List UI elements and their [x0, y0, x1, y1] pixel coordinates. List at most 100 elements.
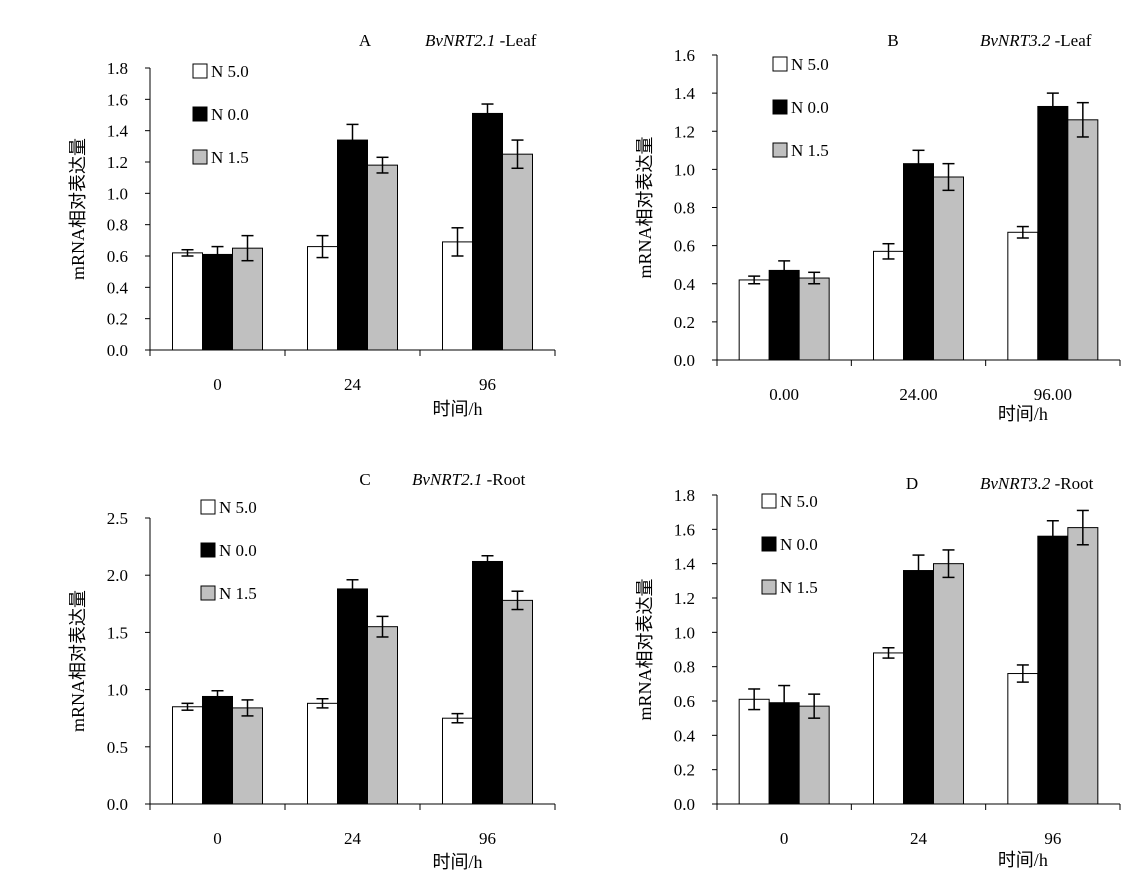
error-bar: [778, 684, 791, 721]
bar-n-1-5-0: [232, 247, 263, 351]
error-bar: [1016, 225, 1029, 239]
bar-n-5-0-0: [738, 698, 770, 805]
y-tick-label: 2.5: [107, 509, 128, 528]
y-tick-label: 0.6: [674, 692, 695, 711]
bar-n-5-0-0-00: [738, 279, 770, 361]
y-tick-label: 1.5: [107, 623, 128, 642]
bar-n-1-5-24-00: [933, 176, 964, 361]
x-axis-title: 时间/h: [432, 399, 482, 419]
x-tick-label: 0: [780, 829, 789, 848]
tissue-label: -Leaf: [1050, 31, 1091, 50]
legend-swatch: [772, 99, 788, 115]
y-tick-label: 0.4: [674, 275, 696, 294]
chart-panel-c: 0.0 0.5 1.0 1.5 2.0 2.5 0 24 96 N 5.0 N 0.0 N 1.5 C B…: [68, 470, 556, 872]
tissue-label: -Root: [482, 470, 525, 489]
y-tick-label: 1.0: [674, 160, 695, 179]
tissue-label: -Leaf: [495, 31, 536, 50]
y-tick-label: 1.8: [107, 59, 128, 78]
bar-n-0-0-96: [472, 112, 503, 351]
bar-n-1-5-96: [502, 599, 533, 805]
y-tick-label: 0.8: [674, 199, 695, 218]
y-tick-label: 1.6: [674, 46, 695, 65]
y-tick-label: 1.0: [107, 681, 128, 700]
y-tick-label: 0.6: [107, 247, 128, 266]
panel-letter: A: [359, 31, 372, 50]
y-tick-label: 1.2: [674, 122, 695, 141]
y-tick-label: 1.6: [674, 520, 695, 539]
legend-swatch: [200, 499, 216, 515]
bar-n-5-0-0: [172, 706, 203, 805]
panel-title: BvNRT3.2 -Leaf: [980, 31, 1092, 50]
y-tick-label: 0.0: [674, 351, 695, 370]
x-axis-title: 时间/h: [432, 852, 482, 872]
legend-label: N 0.0: [791, 98, 829, 117]
legend-swatch: [192, 106, 208, 122]
bar-n-0-0-96-00: [1037, 105, 1069, 361]
y-tick-label: 0.2: [674, 313, 695, 332]
error-bar: [181, 702, 194, 711]
bar-n-1-5-24: [933, 563, 964, 805]
error-bar: [808, 271, 821, 285]
y-tick-label: 0.2: [107, 310, 128, 329]
x-tick-label: 24.00: [899, 385, 937, 404]
bar-n-0-0-96: [472, 560, 503, 805]
y-axis-title: mRNA相对表达量: [68, 138, 88, 280]
error-bar: [912, 554, 925, 587]
x-tick-label: 0: [213, 375, 222, 394]
y-tick-label: 0.2: [674, 761, 695, 780]
chart-panel-d: 0.0 0.2 0.4 0.6 0.8 1.0 1.2 1.4 1.6 1.8 0 24 96 N 5.0…: [635, 474, 1121, 870]
y-tick-label: 0.4: [107, 278, 129, 297]
error-bar: [1076, 509, 1089, 546]
error-bar: [748, 688, 761, 711]
error-bar: [748, 275, 761, 285]
legend-swatch: [772, 142, 788, 158]
bar-n-5-0-24: [307, 702, 338, 805]
bar-n-0-0-24: [903, 570, 934, 805]
bar-n-0-0-24: [337, 588, 368, 805]
x-tick-label: 24: [344, 829, 362, 848]
panel-title: BvNRT2.1 -Root: [412, 470, 526, 489]
y-tick-label: 1.4: [674, 84, 696, 103]
bar-n-5-0-0: [172, 252, 203, 351]
error-bar: [316, 698, 329, 709]
bar-n-1-5-0: [798, 705, 830, 805]
panel-letter: C: [359, 470, 370, 489]
legend-label: N 5.0: [211, 62, 249, 81]
x-tick-label: 24: [910, 829, 928, 848]
y-axis-title: mRNA相对表达量: [635, 578, 655, 720]
error-bar: [511, 590, 524, 611]
y-tick-label: 0.0: [107, 795, 128, 814]
bar-n-0-0-0: [202, 253, 233, 351]
legend-label: N 1.5: [211, 148, 249, 167]
panel-title: BvNRT2.1 -Leaf: [425, 31, 537, 50]
y-tick-label: 0.5: [107, 738, 128, 757]
error-bar: [942, 162, 955, 192]
legend-label: N 1.5: [780, 578, 818, 597]
gene-name: BvNRT3.2: [980, 474, 1051, 493]
error-bar: [211, 689, 224, 703]
y-tick-label: 1.4: [107, 122, 129, 141]
legend-swatch: [772, 56, 788, 72]
y-tick-label: 1.2: [674, 589, 695, 608]
legend-swatch: [761, 493, 777, 509]
error-bar: [241, 699, 254, 717]
legend-swatch: [200, 542, 216, 558]
bar-n-0-0-24-00: [903, 163, 934, 361]
legend-label: N 5.0: [780, 492, 818, 511]
error-bar: [316, 234, 329, 259]
y-tick-label: 2.0: [107, 566, 128, 585]
gene-name: BvNRT2.1: [412, 470, 482, 489]
y-axis-title: mRNA相对表达量: [635, 136, 655, 278]
gene-name: BvNRT2.1: [425, 31, 495, 50]
error-bar: [241, 234, 254, 262]
bar-n-1-5-24: [367, 164, 398, 351]
error-bar: [942, 549, 955, 579]
error-bar: [451, 227, 464, 257]
x-tick-label: 96: [1044, 829, 1061, 848]
panel-letter: B: [887, 31, 898, 50]
x-tick-label: 0: [213, 829, 222, 848]
y-tick-label: 0.8: [107, 216, 128, 235]
bar-n-5-0-96: [1007, 673, 1039, 805]
chart-panel-a: 0.0 0.2 0.4 0.6 0.8 1.0 1.2 1.4 1.6 1.8 0 24 96 N 5.0…: [68, 31, 556, 419]
error-bar: [346, 123, 359, 157]
